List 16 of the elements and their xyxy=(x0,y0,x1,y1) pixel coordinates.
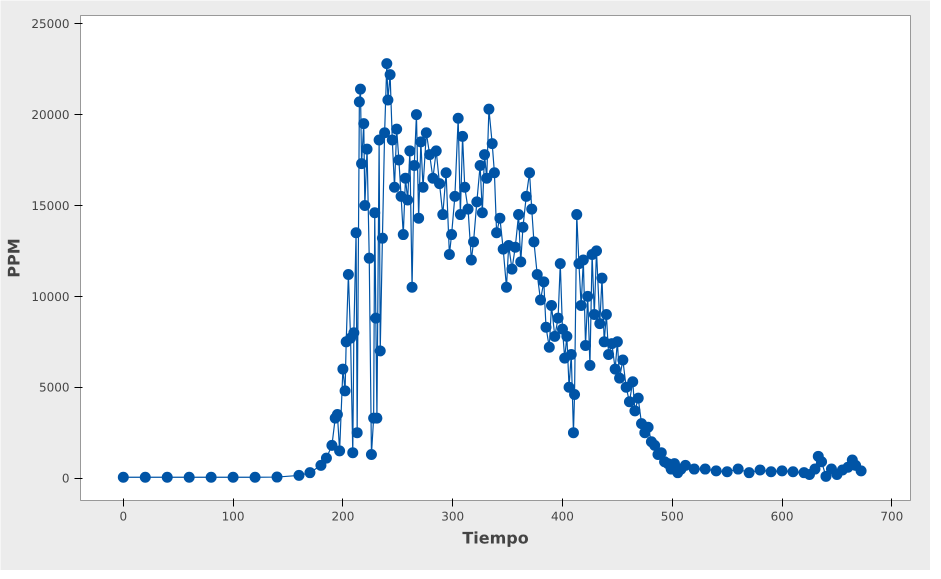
y-axis-title: PPM xyxy=(4,238,24,278)
y-tick-label: 20000 xyxy=(31,108,70,122)
y-tick-label: 10000 xyxy=(31,290,70,304)
x-tick-label: 700 xyxy=(880,510,904,524)
x-tick-label: 500 xyxy=(660,510,684,524)
x-tick-label: 200 xyxy=(331,510,354,524)
x-tick-label: 100 xyxy=(222,510,245,524)
x-tick-label: 300 xyxy=(441,510,464,524)
y-tick-label: 0 xyxy=(62,472,70,486)
x-axis-title: Tiempo xyxy=(462,528,529,548)
x-tick-label: 400 xyxy=(551,510,574,524)
y-tick-label: 15000 xyxy=(31,198,70,213)
y-tick-label: 25000 xyxy=(31,17,70,32)
x-tick-label: 0 xyxy=(120,510,128,524)
y-tick-label: 5000 xyxy=(38,380,70,395)
x-tick-label: 600 xyxy=(770,510,794,524)
